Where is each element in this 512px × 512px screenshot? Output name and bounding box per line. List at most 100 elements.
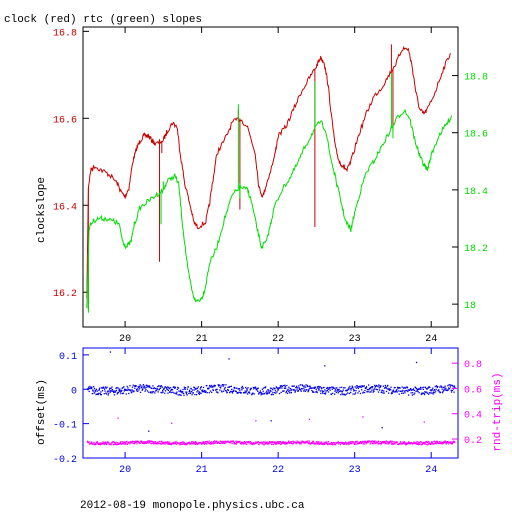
- rnd-trip-point: [347, 442, 349, 444]
- offset-point: [433, 389, 435, 391]
- bottom-x-axis: 20 21 22 23 24: [119, 348, 437, 476]
- offset-point: [281, 387, 283, 389]
- rnd-trip-point: [203, 442, 205, 444]
- offset-point: [224, 390, 227, 392]
- offset-point: [371, 389, 373, 391]
- rnd-trip-point: [339, 442, 341, 444]
- rnd-trip-point: [194, 443, 196, 445]
- bottom-left-y-axis: 0.1 0 -0.1 -0.2: [53, 352, 89, 466]
- offset-point: [345, 393, 348, 395]
- offset-point: [137, 390, 139, 392]
- offset-point: [103, 387, 105, 389]
- rnd-trip-point: [95, 443, 97, 445]
- rnd-trip-point: [270, 442, 272, 444]
- rnd-trip-point: [233, 441, 235, 443]
- rnd-trip-point: [423, 443, 426, 445]
- offset-point: [231, 392, 234, 394]
- bottom-left-y-tick-label: 0.1: [59, 352, 77, 363]
- rnd-trip-point: [377, 443, 379, 445]
- rnd-trip-point: [421, 443, 424, 445]
- offset-point: [135, 385, 137, 387]
- rnd-trip-point: [348, 441, 350, 443]
- offset-point: [193, 386, 195, 388]
- rnd-trip-point: [314, 442, 316, 444]
- offset-point: [425, 391, 427, 394]
- offset-point: [410, 388, 412, 390]
- rnd-trip-point: [88, 441, 90, 443]
- rnd-trip-point: [450, 441, 452, 443]
- rnd-trip-point: [403, 441, 405, 443]
- rnd-trip-point: [269, 441, 271, 443]
- rnd-trip-point: [285, 441, 287, 443]
- rnd-trip-point: [362, 440, 364, 442]
- rnd-trip-point: [303, 442, 306, 444]
- offset-point: [437, 389, 440, 392]
- rnd-trip-point: [134, 442, 136, 444]
- rnd-trip-point: [146, 442, 148, 444]
- offset-point: [150, 391, 152, 393]
- rnd-trip-point: [390, 440, 392, 442]
- offset-point: [199, 388, 201, 390]
- rnd-trip-point: [424, 441, 426, 444]
- rnd-trip-point: [204, 441, 206, 444]
- offset-point: [179, 391, 181, 393]
- rnd-trip-point: [236, 442, 238, 444]
- rnd-trip-point: [334, 443, 337, 446]
- rnd-trip-point: [312, 440, 315, 442]
- rnd-trip-point: [222, 442, 224, 444]
- rnd-trip-point: [170, 443, 172, 446]
- offset-point: [196, 391, 198, 393]
- offset-point: [145, 389, 147, 391]
- offset-point: [367, 389, 369, 391]
- rnd-trip-point: [433, 440, 435, 442]
- offset-point: [407, 390, 409, 393]
- offset-point: [439, 391, 442, 393]
- offset-point: [428, 393, 430, 395]
- offset-point: [386, 388, 388, 390]
- offset-point: [302, 385, 304, 387]
- rnd-trip-point: [218, 441, 220, 443]
- offset-point: [270, 394, 272, 396]
- offset-point: [390, 393, 393, 395]
- rnd-trip-point: [422, 441, 424, 444]
- offset-point: [412, 389, 414, 391]
- offset-point: [406, 387, 409, 389]
- offset-point: [151, 392, 153, 394]
- rnd-trip-point: [278, 441, 280, 443]
- rnd-trip-point: [361, 442, 363, 444]
- offset-point: [357, 392, 359, 394]
- rnd-trip-outlier: [171, 422, 173, 424]
- offset-point: [400, 390, 402, 392]
- rnd-trip-point: [110, 443, 112, 446]
- rnd-trip-point: [196, 443, 198, 446]
- rnd-trip-point: [306, 441, 308, 443]
- rnd-trip-point: [239, 440, 241, 443]
- offset-point: [132, 390, 134, 392]
- offset-point: [337, 392, 339, 394]
- offset-point: [428, 386, 430, 388]
- rnd-trip-point: [144, 442, 147, 444]
- rnd-trip-point: [171, 442, 174, 444]
- offset-point: [340, 390, 342, 392]
- rnd-trip-point: [124, 442, 127, 445]
- offset-point: [110, 390, 112, 392]
- offset-point: [144, 387, 147, 389]
- offset-point: [103, 393, 105, 395]
- rnd-trip-point: [247, 441, 249, 443]
- offset-point: [263, 393, 266, 395]
- rnd-trip-point: [274, 443, 277, 445]
- offset-point: [191, 389, 194, 391]
- offset-point: [403, 386, 405, 389]
- offset-point: [123, 386, 125, 388]
- offset-point: [331, 388, 333, 390]
- offset-point: [310, 387, 312, 389]
- rnd-trip-point: [195, 441, 197, 444]
- offset-point: [320, 386, 322, 389]
- offset-point: [298, 387, 300, 389]
- offset-point: [222, 390, 225, 392]
- rnd-trip-point: [267, 443, 269, 445]
- rnd-trip-point: [192, 443, 194, 445]
- rnd-trip-point: [372, 443, 374, 445]
- offset-point: [336, 388, 339, 391]
- offset-point: [383, 390, 385, 392]
